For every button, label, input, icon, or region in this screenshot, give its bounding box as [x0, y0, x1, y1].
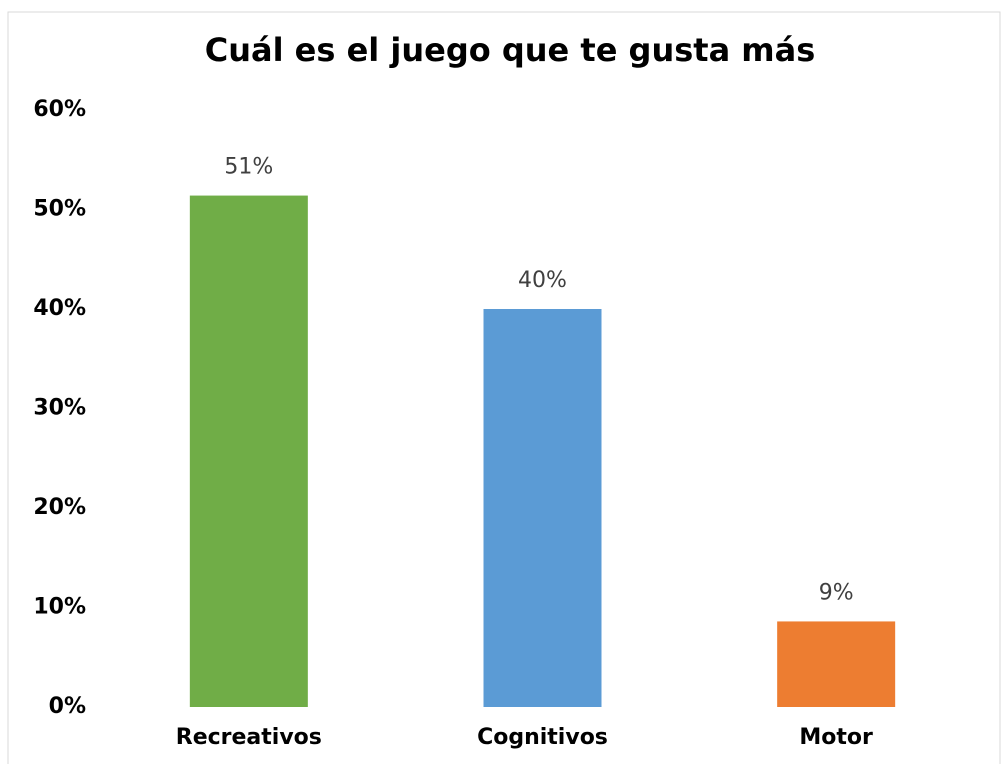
data-label: 40% [518, 268, 567, 293]
y-tick-label: 40% [33, 296, 86, 321]
bar [483, 309, 602, 707]
y-tick-label: 30% [33, 396, 86, 421]
y-tick-label: 20% [33, 495, 86, 520]
data-label: 51% [224, 155, 273, 180]
bar [189, 195, 308, 707]
y-tick-label: 50% [33, 197, 86, 222]
data-label: 9% [819, 580, 854, 605]
x-tick-label: Cognitivos [477, 725, 608, 750]
bar [777, 621, 896, 707]
y-tick-label: 10% [33, 595, 86, 620]
y-tick-label: 60% [33, 97, 86, 122]
x-tick-label: Recreativos [176, 725, 322, 750]
x-tick-label: Motor [799, 725, 873, 750]
chart-title: Cuál es el juego que te gusta más [205, 31, 816, 69]
y-tick-label: 0% [49, 694, 86, 719]
